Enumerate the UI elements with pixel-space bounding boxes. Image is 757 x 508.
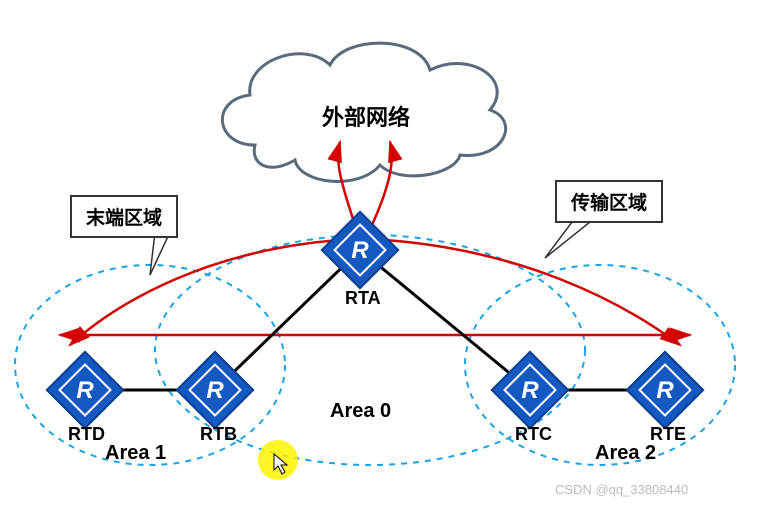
diagram-canvas: R R R R R xyxy=(0,0,757,508)
routers-group: R R R R R xyxy=(47,212,703,428)
arrow-curve-left xyxy=(70,240,340,345)
area2-ellipse xyxy=(465,265,735,465)
callout-transit-area: 传输区域 xyxy=(555,180,663,223)
svg-text:R: R xyxy=(521,377,539,404)
area2-label: Area 2 xyxy=(595,442,656,465)
area1-ellipse xyxy=(15,265,285,465)
svg-text:R: R xyxy=(206,377,224,404)
router-rte: R xyxy=(627,352,703,428)
watermark-text: CSDN @qq_33808440 xyxy=(555,482,688,497)
router-label-rtb: RTB xyxy=(200,424,237,445)
router-rtd: R xyxy=(47,352,123,428)
area0-label: Area 0 xyxy=(330,400,391,423)
svg-text:R: R xyxy=(351,237,369,264)
area1-label: Area 1 xyxy=(105,442,166,465)
svg-text:R: R xyxy=(656,377,674,404)
svg-text:R: R xyxy=(76,377,94,404)
router-label-rtc: RTC xyxy=(515,424,552,445)
cursor-arrow-icon xyxy=(272,452,292,476)
callout-stub-area: 末端区域 xyxy=(70,195,178,238)
router-label-rtd: RTD xyxy=(68,424,105,445)
router-label-rta: RTA xyxy=(345,288,381,309)
router-rtc: R xyxy=(492,352,568,428)
arrow-curve-right xyxy=(385,240,680,345)
cloud-label: 外部网络 xyxy=(322,100,410,132)
